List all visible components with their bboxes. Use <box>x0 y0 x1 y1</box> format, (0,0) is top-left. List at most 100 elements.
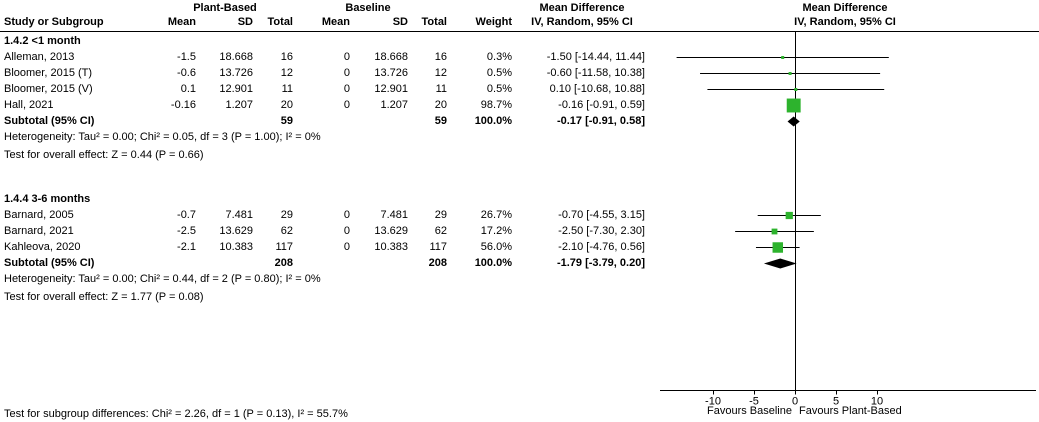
overall-effect-row: Test for overall effect: Z = 0.44 (P = 0… <box>0 147 660 165</box>
study-row: Hall, 2021 -0.16 1.207 20 0 1.207 20 98.7% -0.16… <box>0 97 660 113</box>
plant-total: 20 <box>280 99 293 111</box>
baseline-mean: 0 <box>343 241 350 253</box>
subgroup-header-row: 1.4.4 3-6 months <box>0 191 660 207</box>
baseline-total: 117 <box>429 241 447 253</box>
weight-value: 0.5% <box>486 67 512 79</box>
plant-mean: 0.1 <box>180 83 196 95</box>
header-divider <box>0 31 1039 32</box>
plant-total: 11 <box>281 83 293 95</box>
baseline-total: 62 <box>434 225 447 237</box>
baseline-mean: 0 <box>343 83 350 95</box>
col-header-plant-total: Total <box>267 16 293 28</box>
col-header-ci-right: IV, Random, 95% CI <box>794 16 896 28</box>
weight-value: 100.0% <box>474 257 512 269</box>
overall-effect-text: Test for overall effect: Z = 1.77 (P = 0… <box>4 291 204 303</box>
weight-value: 98.7% <box>480 99 512 111</box>
ci-text: -0.16 [-0.91, 0.59] <box>558 99 645 111</box>
study-row: Bloomer, 2015 (T) -0.6 13.726 12 0 13.726 12 0.… <box>0 65 660 81</box>
baseline-sd: 12.901 <box>374 83 408 95</box>
study-row: Barnard, 2021 -2.5 13.629 62 0 13.629 62 17.2% -… <box>0 223 660 239</box>
baseline-mean: 0 <box>343 225 350 237</box>
col-header-baseline-mean: Mean <box>321 16 350 28</box>
plant-total: 62 <box>280 225 293 237</box>
subtotal-label: Subtotal (95% CI) <box>4 257 95 269</box>
subgroup-label: 1.4.4 3-6 months <box>4 193 91 205</box>
baseline-mean: 0 <box>343 51 350 63</box>
ci-text: -1.79 [-3.79, 0.20] <box>556 257 645 269</box>
study-name: Hall, 2021 <box>4 99 54 111</box>
baseline-sd: 18.668 <box>374 51 408 63</box>
plant-sd: 7.481 <box>225 209 253 221</box>
plant-mean: -0.16 <box>170 99 196 111</box>
plant-sd: 13.629 <box>219 225 253 237</box>
baseline-total: 208 <box>428 257 447 269</box>
study-row: Bloomer, 2015 (V) 0.1 12.901 11 0 12.901 11 0.5… <box>0 81 660 97</box>
baseline-total: 29 <box>434 209 447 221</box>
weight-value: 56.0% <box>480 241 512 253</box>
study-name: Barnard, 2021 <box>4 225 74 237</box>
col-header-baseline-total: Total <box>421 16 447 28</box>
study-name: Bloomer, 2015 (T) <box>4 67 93 79</box>
baseline-sd: 13.629 <box>374 225 408 237</box>
study-name: Alleman, 2013 <box>4 51 75 63</box>
col-header-weight: Weight <box>475 16 512 28</box>
study-name: Kahleova, 2020 <box>4 241 81 253</box>
plant-total: 117 <box>275 241 293 253</box>
ci-text: -2.10 [-4.76, 0.56] <box>558 241 645 253</box>
group-header-plant-based: Plant-Based <box>193 2 257 14</box>
study-name: Barnard, 2005 <box>4 209 74 221</box>
ci-text: -1.50 [-14.44, 11.44] <box>546 51 645 63</box>
weight-value: 100.0% <box>474 115 512 127</box>
baseline-total: 16 <box>434 51 447 63</box>
baseline-mean: 0 <box>343 67 350 79</box>
baseline-total: 12 <box>434 67 447 79</box>
baseline-total: 59 <box>434 115 447 127</box>
baseline-sd: 10.383 <box>374 241 408 253</box>
ci-text: 0.10 [-10.68, 10.88] <box>549 83 645 95</box>
baseline-total: 11 <box>435 83 447 95</box>
weight-value: 17.2% <box>480 225 512 237</box>
ci-text: -0.17 [-0.91, 0.58] <box>556 115 645 127</box>
plant-sd: 12.901 <box>219 83 253 95</box>
subgroup-header-row: 1.4.2 <1 month <box>0 33 660 49</box>
subtotal-row: Subtotal (95% CI) 208 208 100.0% -1.79 [-3.7… <box>0 255 660 271</box>
plant-mean: -0.6 <box>177 67 196 79</box>
col-header-plant-sd: SD <box>237 16 253 28</box>
plant-sd: 10.383 <box>219 241 253 253</box>
baseline-mean: 0 <box>343 99 350 111</box>
heterogeneity-row: Heterogeneity: Tau² = 0.00; Chi² = 0.44,… <box>0 271 660 289</box>
heterogeneity-text: Heterogeneity: Tau² = 0.00; Chi² = 0.44,… <box>4 273 321 285</box>
subgroup-differences-text: Test for subgroup differences: Chi² = 2.… <box>4 408 348 420</box>
baseline-sd: 7.481 <box>380 209 408 221</box>
plant-sd: 1.207 <box>225 99 253 111</box>
study-name: Bloomer, 2015 (V) <box>4 83 93 95</box>
plant-total: 12 <box>280 67 293 79</box>
ci-text: -0.70 [-4.55, 3.15] <box>558 209 645 221</box>
col-header-baseline-sd: SD <box>392 16 408 28</box>
study-row: Alleman, 2013 -1.5 18.668 16 0 18.668 16 0.3% -1… <box>0 49 660 65</box>
ci-text: -2.50 [-7.30, 2.30] <box>558 225 645 237</box>
study-row: Barnard, 2005 -0.7 7.481 29 0 7.481 29 26.7% -0.… <box>0 207 660 223</box>
group-header-mean-difference-left: Mean Difference <box>539 2 625 14</box>
favours-right-label: Favours Plant-Based <box>799 405 902 417</box>
subgroup-label: 1.4.2 <1 month <box>4 35 81 47</box>
ci-text: -0.60 [-11.58, 10.38] <box>546 67 645 79</box>
group-header-mean-difference-right: Mean Difference <box>802 2 888 14</box>
plant-total: 208 <box>274 257 293 269</box>
weight-value: 0.5% <box>486 83 512 95</box>
col-header-study-or-subgroup: Study or Subgroup <box>4 16 104 28</box>
plant-total: 29 <box>280 209 293 221</box>
heterogeneity-row: Heterogeneity: Tau² = 0.00; Chi² = 0.05,… <box>0 129 660 147</box>
group-header-baseline: Baseline <box>345 2 391 14</box>
subtotal-label: Subtotal (95% CI) <box>4 115 95 127</box>
col-header-ci-left: IV, Random, 95% CI <box>531 16 633 28</box>
favours-left-label: Favours Baseline <box>707 405 792 417</box>
plant-mean: -2.5 <box>177 225 196 237</box>
baseline-total: 20 <box>434 99 447 111</box>
baseline-sd: 1.207 <box>380 99 408 111</box>
plant-sd: 18.668 <box>219 51 253 63</box>
plant-sd: 13.726 <box>219 67 253 79</box>
overall-effect-text: Test for overall effect: Z = 0.44 (P = 0… <box>4 149 204 161</box>
